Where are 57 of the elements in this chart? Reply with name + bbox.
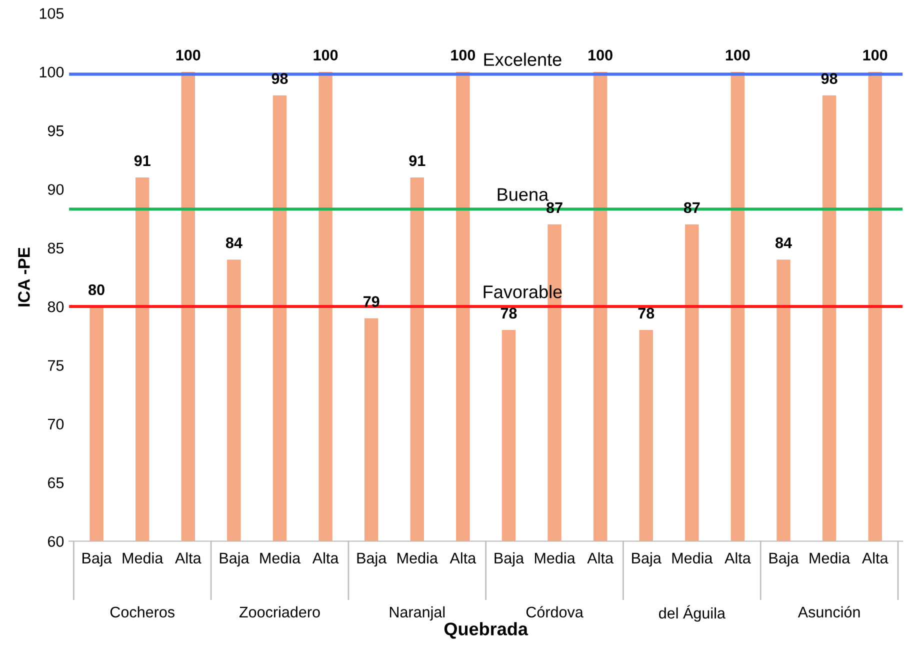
x-tick-label: Media (534, 552, 576, 564)
y-tick-label: 60 (48, 536, 64, 547)
data-label: 79 (363, 296, 380, 307)
y-tick-label: 85 (48, 242, 64, 254)
x-tick-label: Media (398, 552, 438, 564)
y-axis-title: ICA -PE (18, 248, 30, 306)
data-label: 100 (314, 50, 338, 61)
data-label: 91 (409, 155, 426, 166)
data-label: 80 (88, 284, 104, 296)
x-tick-label: Media (260, 552, 301, 564)
text: Naranjal (390, 606, 445, 621)
data-label: 78 (638, 308, 654, 319)
data-label: 100 (451, 50, 476, 61)
data-label: 84 (226, 237, 242, 248)
ref-line-label: Favorable (484, 285, 562, 298)
y-tick-label: 100 (40, 66, 64, 78)
x-tick-label: Baja (82, 552, 112, 567)
data-label: 87 (684, 202, 700, 214)
text: Cocheros (110, 606, 174, 618)
ref-line-label: Buena (498, 188, 549, 201)
x-tick-label: Media (672, 552, 713, 564)
data-label: 100 (863, 50, 888, 61)
y-tick-label: 90 (48, 184, 64, 195)
data-label: 87 (546, 202, 562, 214)
y-tick-label: 105 (40, 8, 64, 19)
text: Asunción (798, 606, 860, 618)
data-label: 100 (726, 50, 750, 61)
text: del Águila (659, 605, 726, 622)
x-tick-label: Baja (632, 552, 662, 567)
x-tick-label: Baja (494, 552, 524, 567)
x-tick-label: Alta (862, 552, 888, 564)
x-tick-label: Baja (769, 552, 799, 567)
data-label: 84 (775, 237, 792, 248)
x-tick-label: Alta (450, 552, 476, 564)
x-tick-label: Alta (724, 552, 751, 564)
y-tick-label: 95 (48, 125, 64, 136)
x-tick-label: Baja (220, 552, 250, 567)
ref-line-label: Excelente (484, 52, 562, 66)
data-label: 98 (821, 73, 838, 84)
text: Córdova (526, 606, 584, 618)
x-tick-label: Alta (587, 552, 614, 564)
x-tick-label: Baja (357, 552, 387, 567)
x-tick-label: Media (810, 552, 850, 564)
y-tick-label: 65 (48, 477, 64, 488)
data-label: 78 (500, 308, 517, 319)
y-tick-label: 70 (48, 418, 64, 430)
data-label: 91 (134, 155, 150, 166)
data-label: 98 (272, 73, 288, 84)
y-tick-label: 75 (48, 360, 64, 371)
x-tick-label: Alta (175, 552, 202, 564)
data-label: 100 (588, 50, 612, 61)
x-tick-label: Media (122, 552, 164, 564)
x-tick-label: Alta (312, 552, 339, 564)
x-axis-title: Quebrada (444, 622, 528, 639)
text: Zoocriadero (239, 606, 320, 618)
data-label: 100 (176, 50, 200, 61)
y-tick-label: 80 (48, 301, 64, 312)
